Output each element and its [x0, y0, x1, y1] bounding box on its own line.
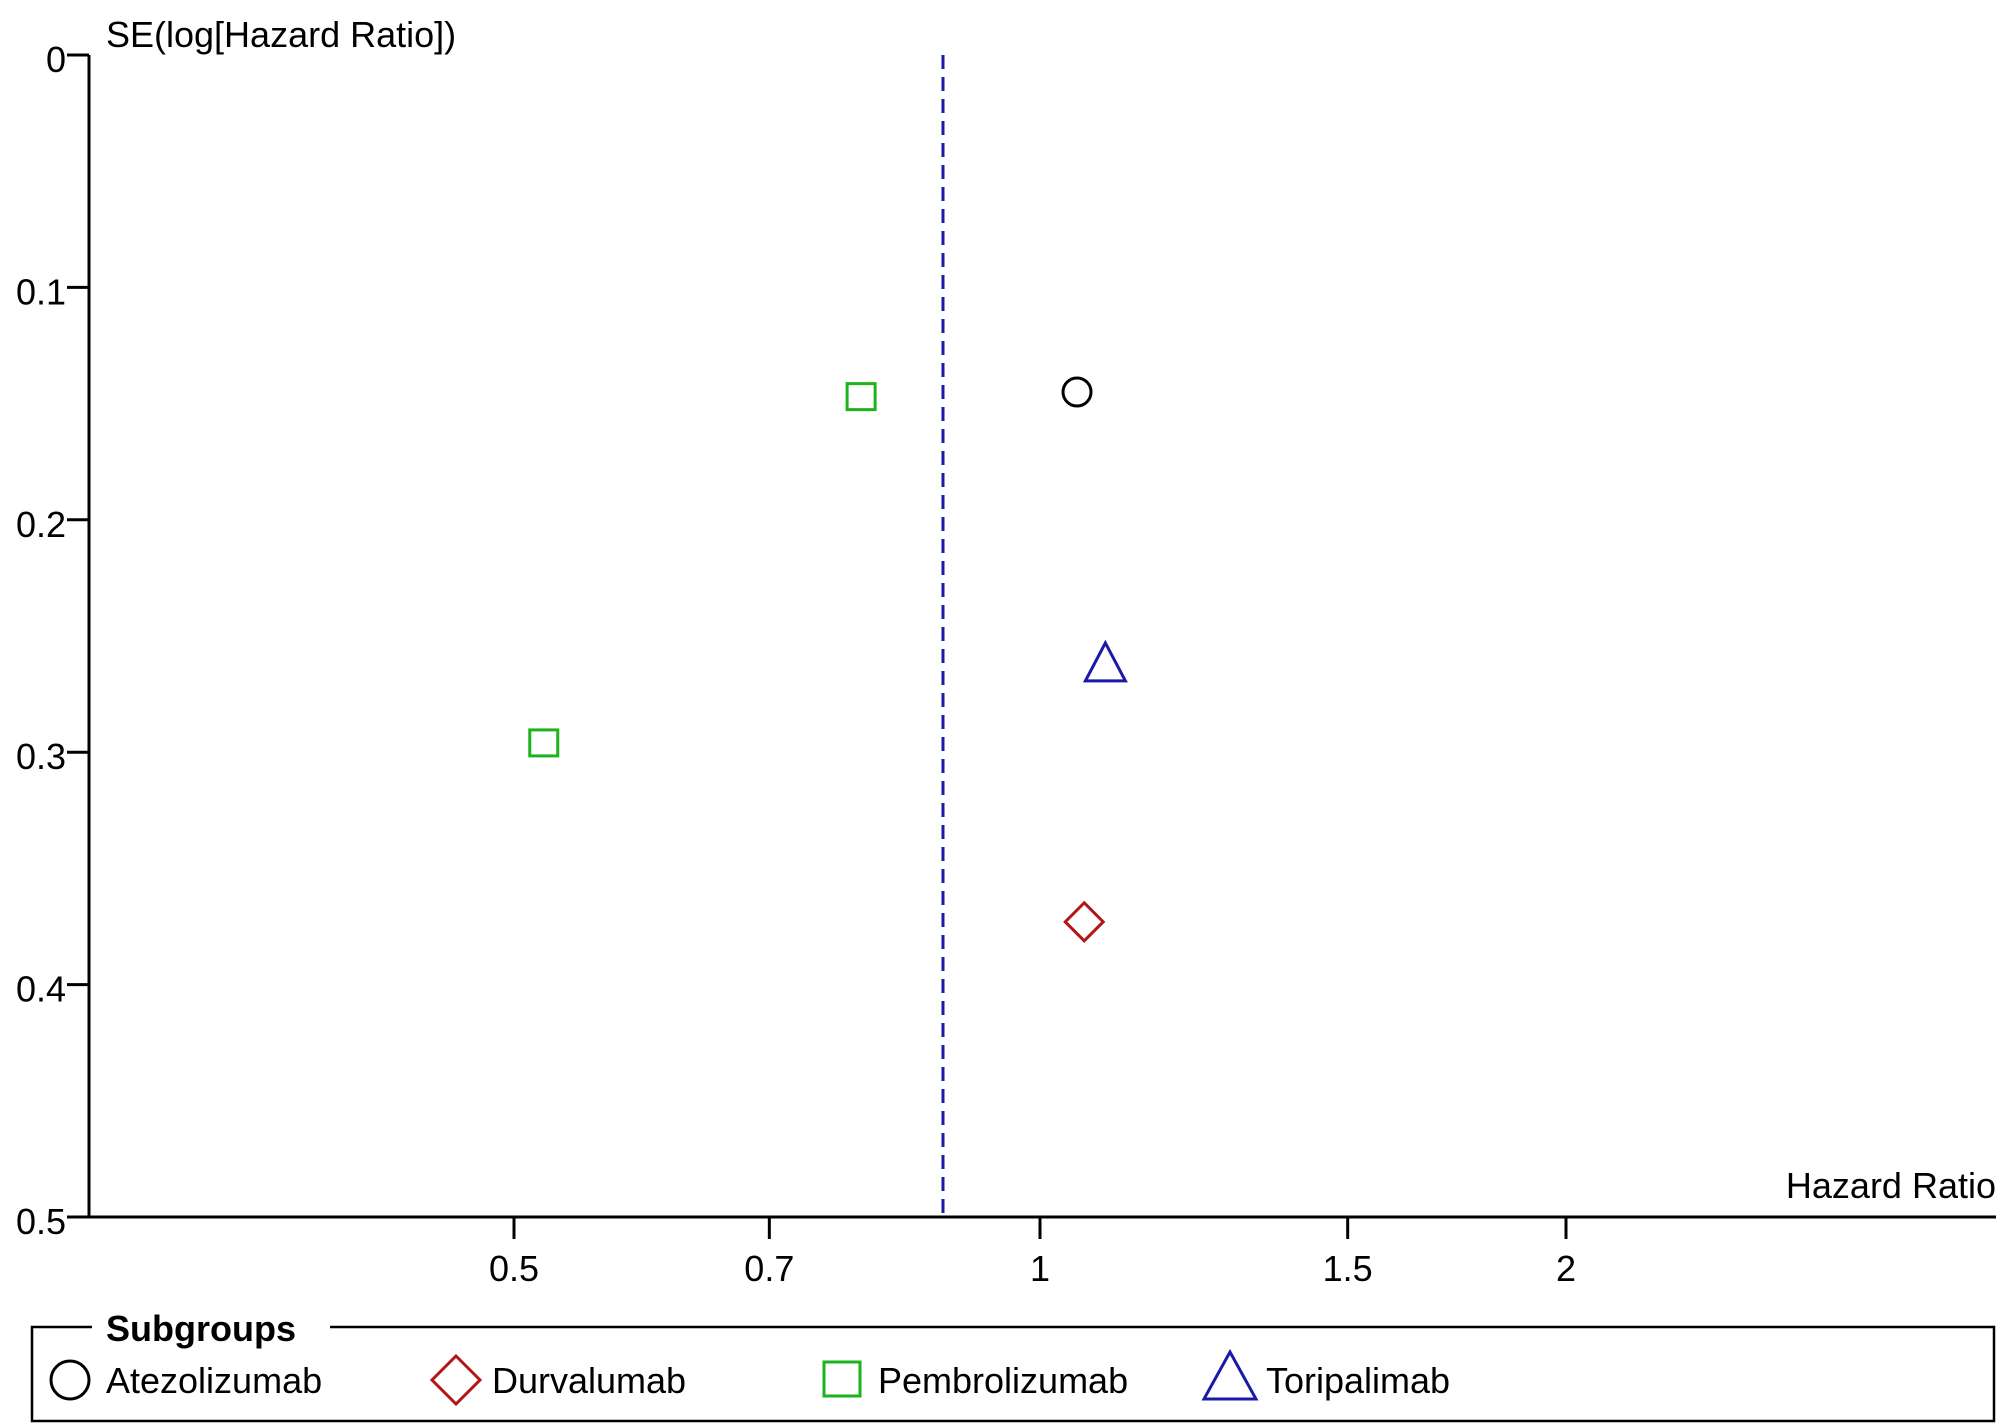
y-tick-label: 0.5: [16, 1201, 66, 1242]
axes: 0 0.1 0.2 0.3 0.4 0.5 0.5 0.7 1 1.5 2: [16, 39, 1996, 1289]
legend-marker-atezolizumab: [49, 1359, 91, 1401]
y-tick-label: 0.1: [16, 271, 66, 312]
legend-marker-toripalimab: [1201, 1348, 1259, 1401]
y-axis-label: SE(log[Hazard Ratio]): [106, 14, 456, 55]
y-tick-label: 0.4: [16, 969, 66, 1010]
legend-label-toripalimab: Toripalimab: [1266, 1360, 1450, 1401]
y-tick-label: 0: [46, 39, 66, 80]
y-tick-label: 0.2: [16, 504, 66, 545]
legend: Subgroups Atezolizumab Durvalumab Pembroli…: [30, 1308, 1996, 1423]
legend-box: [30, 1325, 1996, 1423]
legend-items: Atezolizumab Durvalumab Pembrolizumab Torip…: [49, 1348, 1450, 1407]
x-tick-label: 0.7: [744, 1248, 794, 1289]
legend-marker-durvalumab: [429, 1353, 483, 1407]
x-tick-label: 1: [1030, 1248, 1050, 1289]
x-tick-label: 1.5: [1323, 1248, 1373, 1289]
data-point-pembrolizumab: [528, 728, 560, 758]
legend-title-gap: [92, 1312, 330, 1340]
x-tick-label: 2: [1556, 1248, 1576, 1289]
legend-label-atezolizumab: Atezolizumab: [106, 1360, 322, 1401]
x-axis-label: Hazard Ratio: [1786, 1165, 1996, 1206]
legend-title: Subgroups: [106, 1308, 296, 1349]
data-points: [528, 376, 1128, 943]
x-tick-label: 0.5: [489, 1248, 539, 1289]
legend-marker-pembrolizumab: [822, 1360, 862, 1398]
data-point-toripalimab: [1082, 639, 1128, 683]
data-point-durvalumab: [1063, 900, 1106, 943]
legend-label-pembrolizumab: Pembrolizumab: [878, 1360, 1128, 1401]
legend-label-durvalumab: Durvalumab: [492, 1360, 686, 1401]
data-point-pembrolizumab: [845, 382, 877, 412]
y-tick-label: 0.3: [16, 736, 66, 777]
data-point-atezolizumab: [1061, 376, 1093, 408]
